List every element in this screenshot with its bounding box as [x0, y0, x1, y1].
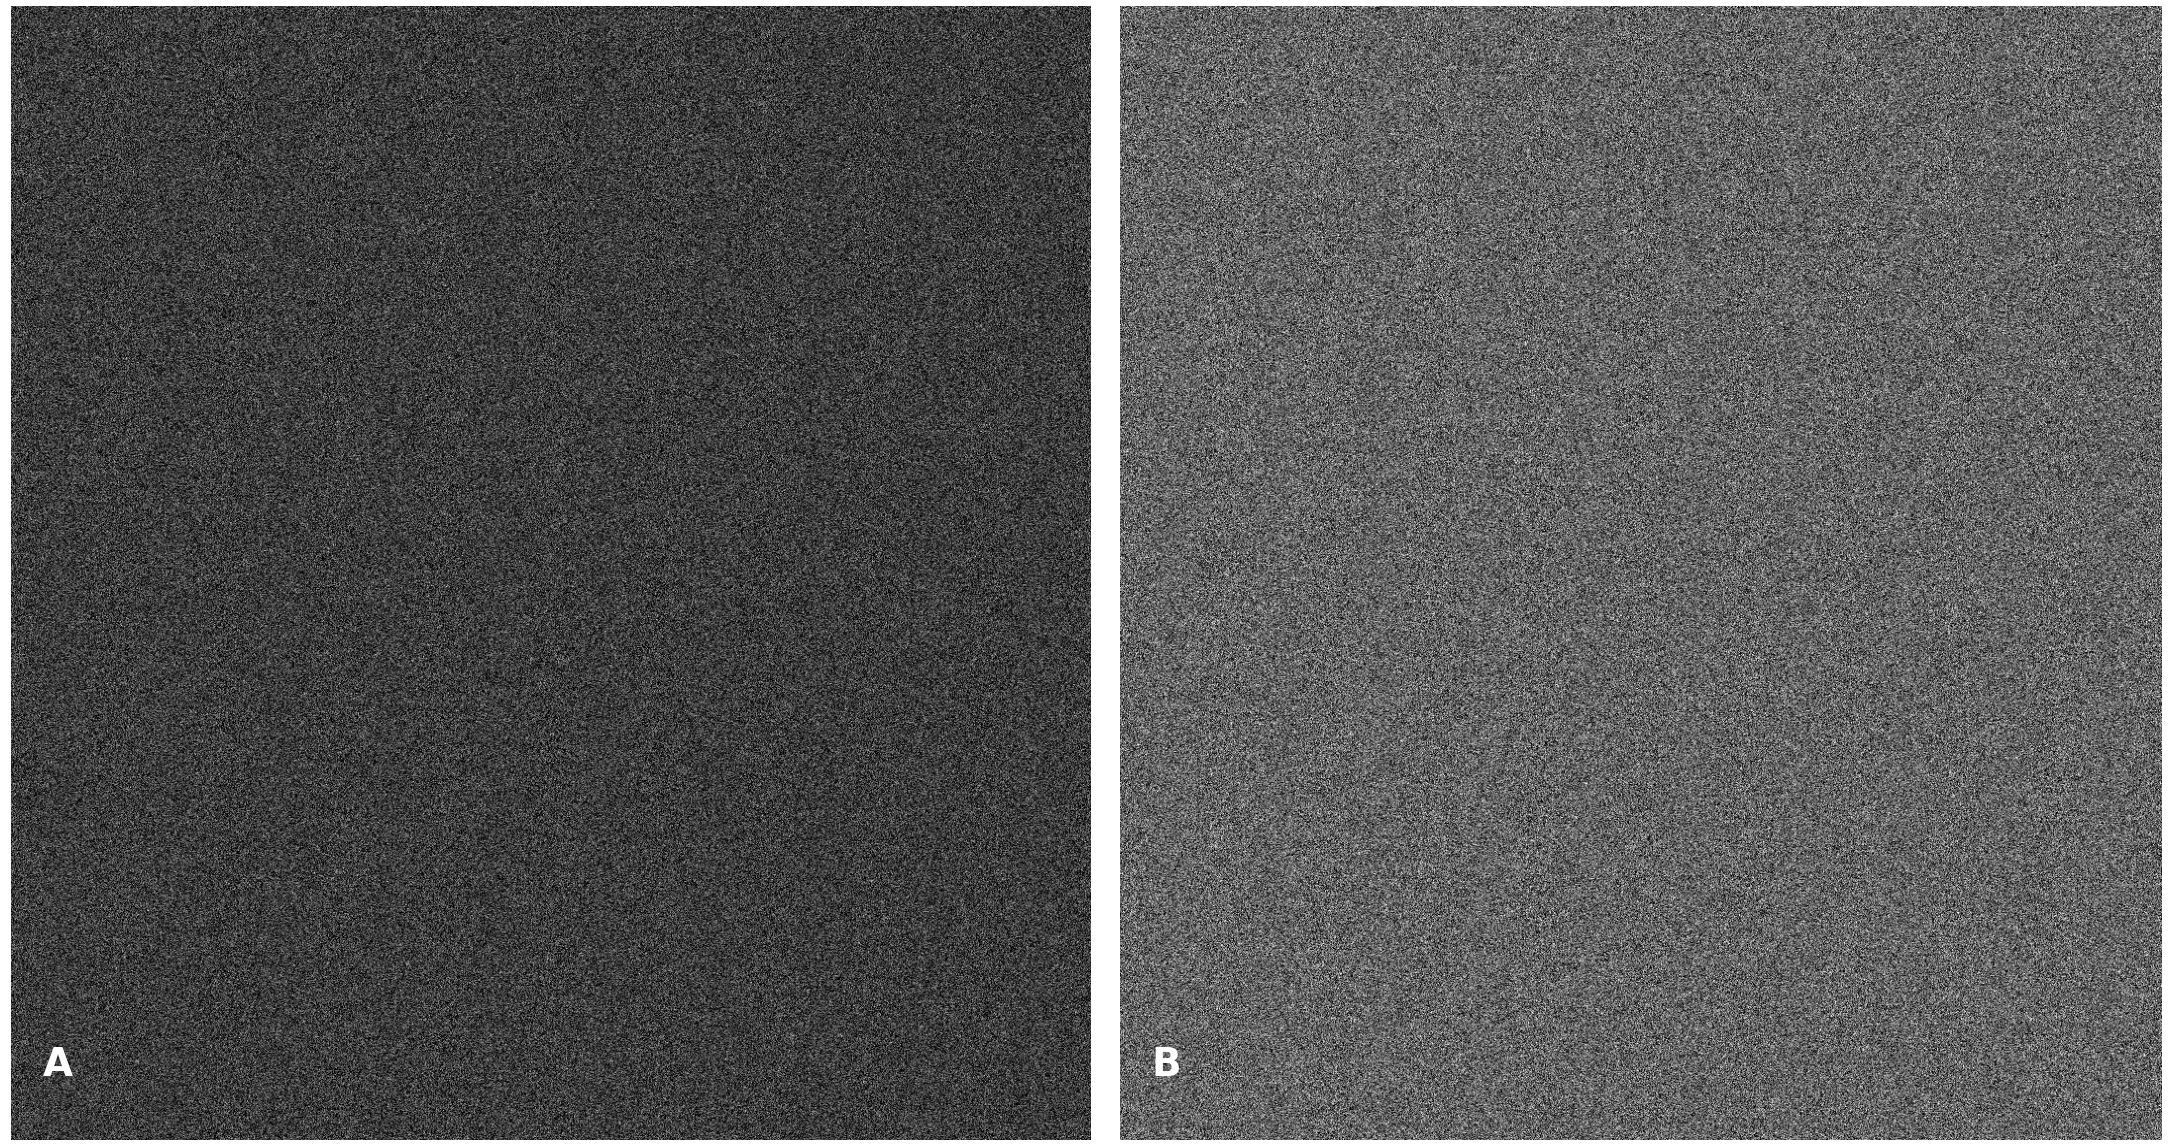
Text: B: B — [1151, 1045, 1182, 1084]
Text: A: A — [43, 1045, 74, 1084]
